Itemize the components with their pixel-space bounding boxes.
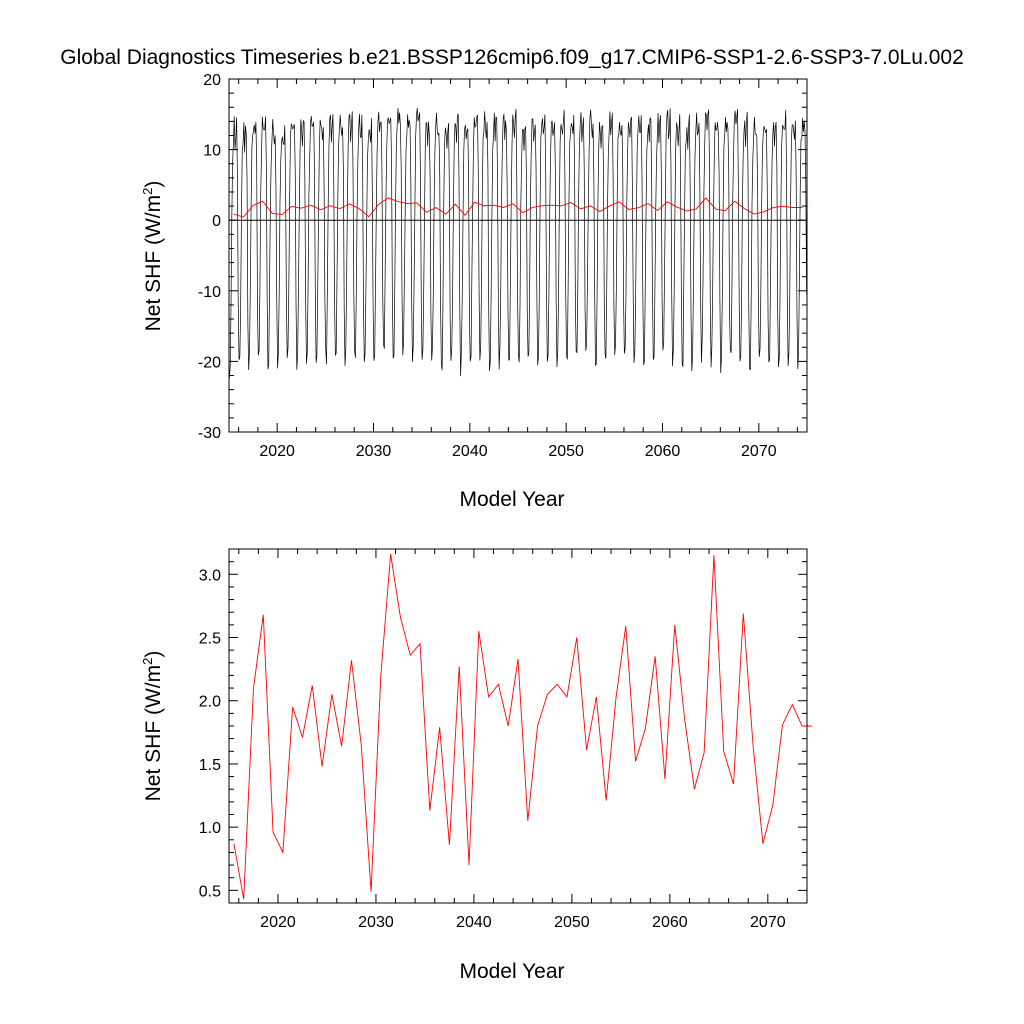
bottom-y-axis-label: Net SHF (W/m2) xyxy=(140,651,165,802)
top-y-tick-label: -10 xyxy=(198,284,221,301)
top-x-tick-label: 2050 xyxy=(548,443,584,460)
bottom-annual-mean-series xyxy=(233,553,812,900)
annual-mean-line-top xyxy=(233,197,803,218)
annual-mean-line-bottom xyxy=(233,553,812,900)
top-x-tick-label: 2060 xyxy=(645,443,681,460)
bottom-x-axis-label: Model Year xyxy=(459,960,564,983)
top-x-axis-label: Model Year xyxy=(459,488,564,511)
top-y-axis-label: Net SHF (W/m2) xyxy=(140,181,165,332)
bottom-x-tick-label: 2020 xyxy=(260,914,296,931)
top-annual-mean-series xyxy=(233,197,803,218)
top-y-tick-label: 20 xyxy=(203,72,221,89)
top-panel: 2020 2030 2040 2050 2060 2070 -30-20-1001020 … xyxy=(140,72,808,511)
top-x-tick-label: 2020 xyxy=(259,443,295,460)
bottom-y-tick-label: 2.0 xyxy=(199,694,221,711)
top-axis-ticks xyxy=(229,78,807,433)
top-x-tick-label: 2070 xyxy=(741,443,777,460)
bottom-axis-ticks xyxy=(229,548,808,904)
bottom-x-tick-label: 2030 xyxy=(358,914,394,931)
top-y-tick-labels: -30 -20 -10 0 10 20 xyxy=(198,72,221,442)
bottom-x-tick-label: 2070 xyxy=(750,914,786,931)
bottom-x-tick-label: 2040 xyxy=(456,914,492,931)
top-x-tick-label: 2030 xyxy=(356,443,392,460)
bottom-y-tick-label: 0.5 xyxy=(199,883,221,900)
top-monthly-series xyxy=(229,107,807,379)
bottom-x-tick-label: 2060 xyxy=(652,914,688,931)
bottom-panel: 2020 2030 2040 2050 2060 2070 0.5 1.0 1.5 2.0 2.5… xyxy=(140,548,812,983)
top-y-tick-label: -20 xyxy=(198,354,221,371)
top-y-tick-label: -30 xyxy=(198,425,221,442)
monthly-net-shf-line xyxy=(229,107,807,379)
bottom-x-tick-labels: 2020 2030 2040 2050 2060 2070 xyxy=(260,914,786,931)
bottom-y-tick-label: 2.5 xyxy=(199,631,221,648)
bottom-y-tick-label: 3.0 xyxy=(199,567,221,584)
top-x-tick-label: 2040 xyxy=(452,443,488,460)
bottom-y-tick-labels: 0.5 1.0 1.5 2.0 2.5 3.0 xyxy=(199,567,221,900)
top-y-tick-label: 0 xyxy=(212,213,221,230)
top-plot-frame xyxy=(228,78,808,433)
bottom-x-tick-label: 2050 xyxy=(554,914,590,931)
bottom-plot-frame xyxy=(228,548,808,904)
bottom-y-tick-label: 1.0 xyxy=(199,820,221,837)
top-y-tick-label: 10 xyxy=(203,143,221,160)
top-x-tick-labels: 2020 2030 2040 2050 2060 2070 xyxy=(259,443,776,460)
bottom-y-tick-label: 1.5 xyxy=(199,757,221,774)
figure-title: Global Diagnostics Timeseries b.e21.BSSP… xyxy=(60,46,964,69)
